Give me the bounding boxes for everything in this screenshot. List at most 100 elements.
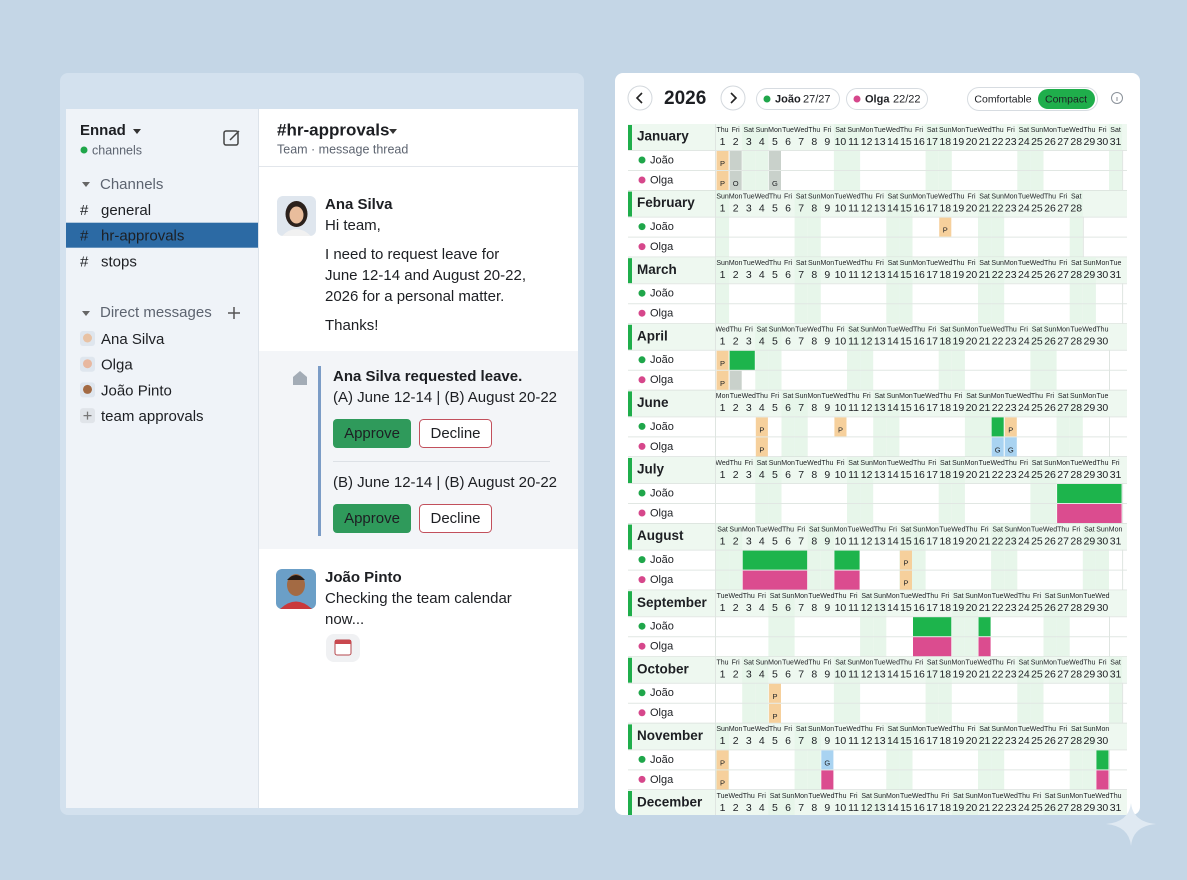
leave-block[interactable] — [729, 350, 755, 370]
approve-button[interactable] — [333, 504, 411, 533]
info-icon[interactable] — [1111, 92, 1123, 104]
day-number: 24 — [1018, 669, 1030, 681]
weekday-label: Mon — [899, 393, 913, 400]
weekday-label: Thu — [1096, 327, 1108, 334]
person-pill[interactable] — [756, 88, 840, 110]
leave-label: P — [720, 179, 725, 188]
day-number: 10 — [835, 669, 847, 681]
leave-block[interactable] — [991, 417, 1004, 437]
weekday-label: Sun — [729, 526, 742, 533]
day-number: 19 — [953, 136, 965, 148]
leave-block[interactable] — [768, 703, 781, 723]
leave-block[interactable] — [742, 550, 808, 570]
leave-label: P — [903, 579, 908, 588]
decline-button[interactable] — [419, 419, 492, 448]
leave-block[interactable] — [899, 550, 912, 570]
leave-block[interactable] — [716, 770, 729, 790]
leave-block[interactable] — [913, 617, 952, 637]
day-number: 9 — [824, 136, 830, 148]
leave-block[interactable] — [834, 570, 860, 590]
leave-block[interactable] — [991, 437, 1004, 457]
leave-block[interactable] — [939, 217, 952, 237]
leave-block[interactable] — [768, 683, 781, 703]
leave-block[interactable] — [978, 617, 991, 637]
density-option[interactable]: Comfortable — [974, 93, 1031, 105]
leave-block[interactable] — [1004, 417, 1017, 437]
leave-block[interactable] — [716, 750, 729, 770]
person-pill[interactable] — [846, 88, 928, 110]
dm-item[interactable]: Ana Silva — [101, 331, 165, 348]
next-button[interactable] — [720, 85, 746, 111]
leave-block[interactable] — [716, 151, 729, 170]
decline-label[interactable]: Decline — [430, 510, 480, 527]
leave-block[interactable] — [716, 171, 729, 190]
leave-block[interactable] — [742, 570, 808, 590]
dm-item[interactable]: Olga — [101, 357, 133, 374]
leave-block[interactable] — [978, 637, 991, 657]
weekday-label: Wed — [729, 593, 743, 600]
leave-block[interactable] — [1057, 484, 1122, 503]
prev-button[interactable] — [627, 85, 653, 111]
day-number: 7 — [798, 136, 804, 148]
workspace-name[interactable]: Ennad — [80, 122, 126, 139]
weekday-label: Tue — [743, 726, 755, 733]
leave-block[interactable] — [821, 750, 834, 770]
density-option[interactable]: Compact — [1045, 93, 1087, 105]
channel-item[interactable]: hr-approvals — [101, 228, 184, 245]
weekday-label: Mon — [716, 393, 730, 400]
month-header — [628, 523, 1127, 550]
approve-label[interactable]: Approve — [344, 425, 400, 442]
day-number: 3 — [746, 269, 752, 281]
leave-block[interactable] — [729, 171, 742, 190]
day-number: 14 — [887, 735, 899, 747]
decline-label[interactable]: Decline — [430, 425, 480, 442]
compose-icon[interactable] — [223, 130, 240, 146]
channels-heading[interactable]: Channels — [100, 176, 163, 193]
dm-item[interactable]: João Pinto — [101, 382, 172, 399]
channel-name[interactable]: #hr-approvals — [277, 120, 389, 139]
density-active[interactable] — [1038, 89, 1095, 109]
leave-block[interactable] — [821, 770, 834, 790]
add-dm-icon[interactable] — [228, 307, 240, 319]
row-label: João — [650, 621, 674, 633]
leave-block[interactable] — [834, 550, 860, 570]
leave-block[interactable] — [834, 417, 847, 437]
weekday-label: Fri — [784, 260, 793, 267]
dm-item[interactable]: team approvals — [101, 408, 204, 425]
leave-block[interactable] — [913, 637, 952, 657]
leave-block[interactable] — [899, 570, 912, 590]
leave-block[interactable] — [716, 350, 729, 370]
weekday-label: Fri — [915, 660, 924, 667]
approve-button[interactable] — [333, 419, 411, 448]
day-number: 16 — [913, 269, 925, 281]
day-number: 28 — [1070, 269, 1082, 281]
leave-block[interactable] — [1096, 750, 1109, 770]
leave-block[interactable] — [768, 171, 781, 190]
decline-button[interactable] — [419, 504, 492, 533]
day-number: 15 — [900, 402, 912, 414]
channel-item[interactable]: general — [101, 202, 151, 219]
leave-block[interactable] — [729, 370, 742, 390]
leave-block[interactable] — [768, 151, 781, 170]
weekday-label: Wed — [1095, 593, 1109, 600]
day-number: 23 — [1005, 469, 1017, 481]
approve-label[interactable]: Approve — [344, 510, 400, 527]
selected-row — [66, 222, 258, 248]
row-label: Olga — [650, 507, 674, 519]
dm-heading[interactable]: Direct messages — [100, 304, 212, 321]
weekend-column — [781, 390, 795, 457]
channel-item[interactable]: stops — [101, 253, 137, 270]
leave-block[interactable] — [729, 151, 742, 170]
leave-block[interactable] — [755, 437, 768, 457]
day-number: 9 — [824, 269, 830, 281]
weekday-label: Fri — [1059, 193, 1068, 200]
leave-block[interactable] — [716, 370, 729, 390]
day-number: 30 — [1097, 735, 1109, 747]
leave-block[interactable] — [1096, 770, 1109, 790]
leave-block[interactable] — [755, 417, 768, 437]
leave-block[interactable] — [1004, 437, 1017, 457]
calendar-attachment[interactable] — [326, 634, 360, 662]
day-number: 3 — [746, 535, 752, 547]
weekday-label: Thu — [1005, 327, 1017, 334]
leave-block[interactable] — [1057, 504, 1122, 523]
